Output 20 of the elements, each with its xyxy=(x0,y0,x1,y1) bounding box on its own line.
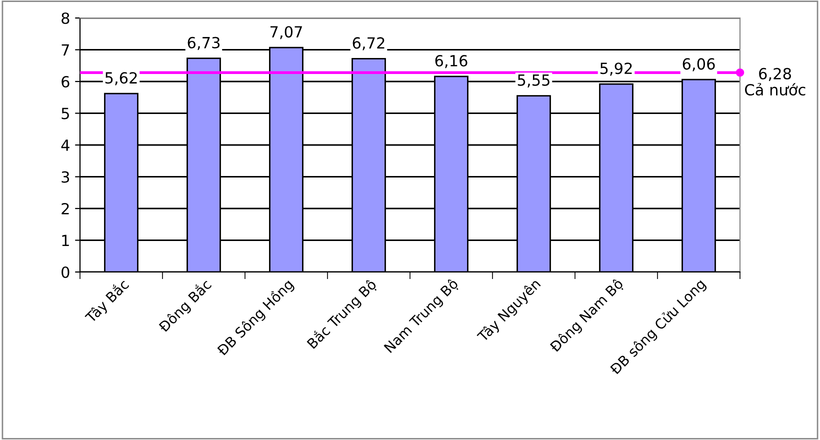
data-label: 6,06 xyxy=(682,58,715,72)
data-label: 6,16 xyxy=(435,54,468,68)
y-tick-label: 8 xyxy=(62,12,70,24)
y-tick-label: 1 xyxy=(62,234,69,246)
y-tick-label: 0 xyxy=(62,266,70,278)
text: 6,28 xyxy=(759,68,791,81)
y-tick-label: 6 xyxy=(62,76,70,88)
data-label: 7,07 xyxy=(270,26,302,40)
y-tick-label: 3 xyxy=(62,171,70,183)
data-label: 5,55 xyxy=(518,74,550,88)
data-label: 6,72 xyxy=(352,37,384,50)
y-tick-label: 5 xyxy=(62,108,69,120)
y-tick-label: 7 xyxy=(62,44,69,56)
data-label: 5,62 xyxy=(105,72,137,86)
y-tick-label: 2 xyxy=(62,202,69,214)
data-label: 6,73 xyxy=(188,36,220,50)
y-tick-label: 4 xyxy=(61,140,70,151)
legend-label: Cả nước xyxy=(745,82,806,96)
data-label: 5,92 xyxy=(600,62,632,76)
x-tick-label: Tây Bắc xyxy=(83,277,132,326)
